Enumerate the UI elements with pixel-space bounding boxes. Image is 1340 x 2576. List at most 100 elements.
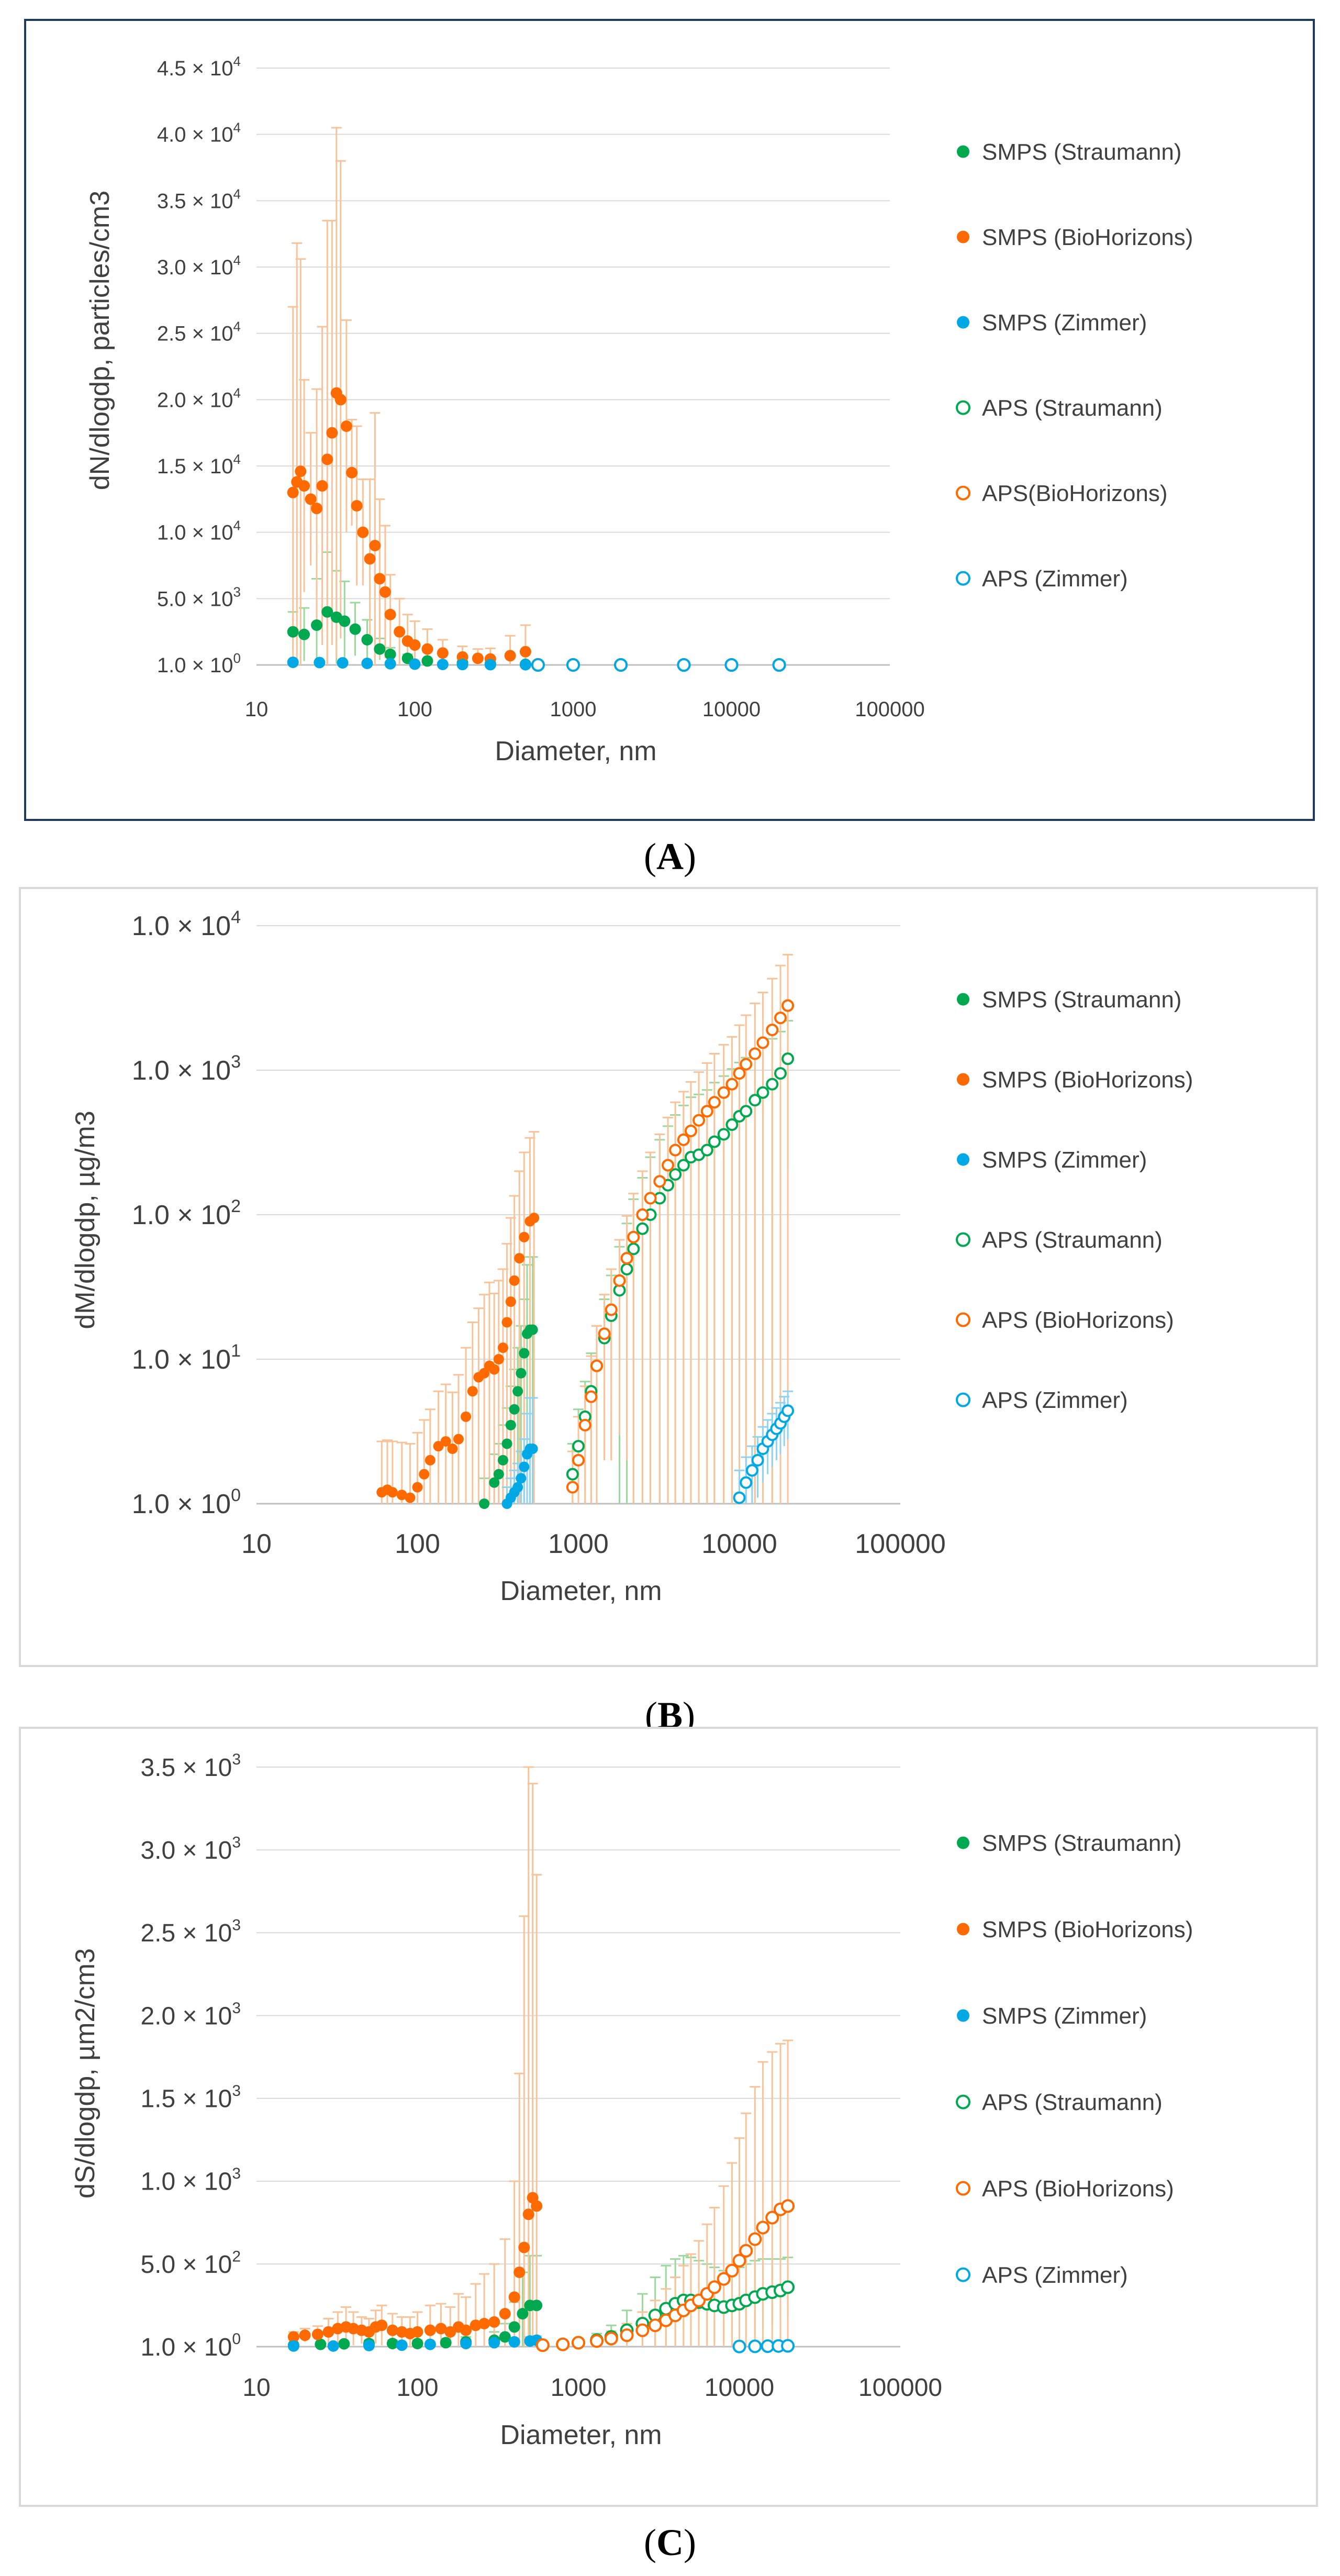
legend-marker: [956, 1392, 970, 1407]
legend-marker: [956, 571, 970, 586]
y-tick-exponent: 0: [232, 2330, 241, 2348]
data-point: [636, 1222, 649, 1235]
legend-label: APS (BioHorizons): [982, 2176, 1174, 2202]
data-point: [765, 2211, 779, 2225]
data-point: [725, 2263, 739, 2278]
legend-label: APS (Straumann): [982, 2090, 1163, 2115]
y-tick-mantissa: 5.0 × 10: [140, 2251, 232, 2279]
panel-b-legend: SMPS (Straumann) SMPS (BioHorizons) SMPS (…: [956, 987, 1193, 1413]
data-point: [411, 2337, 423, 2349]
data-point: [386, 2324, 398, 2336]
data-point: [662, 1159, 675, 1172]
y-tick-mantissa: 2.0 × 10: [157, 388, 233, 412]
x-tick-label: 10: [242, 2374, 270, 2402]
y-tick-exponent: 3: [232, 1917, 241, 1934]
data-point: [578, 1418, 591, 1431]
y-tick-exponent: 4: [233, 252, 241, 268]
legend-label: SMPS (BioHorizons): [982, 225, 1193, 250]
legend-label: SMPS (Straumann): [982, 1830, 1181, 1856]
data-point: [725, 1118, 739, 1131]
data-point: [337, 657, 349, 669]
y-tick-label: 1.0 × 101: [132, 1341, 241, 1375]
data-point: [531, 2300, 543, 2312]
data-point: [566, 658, 580, 672]
y-tick-label: 1.5 × 103: [140, 2082, 241, 2113]
data-point: [376, 2319, 388, 2331]
data-point: [514, 1253, 525, 1264]
data-point: [384, 658, 396, 670]
data-point: [774, 1012, 787, 1025]
legend-label: SMPS (BioHorizons): [982, 1067, 1193, 1093]
data-point: [620, 2328, 634, 2342]
data-point: [409, 639, 421, 651]
data-point: [497, 1342, 508, 1353]
x-tick-label: 10000: [702, 698, 761, 721]
data-point: [677, 1159, 690, 1172]
panel-c-y-axis-label: dS/dlogdp, µm2/cm3: [70, 1948, 100, 2199]
y-tick-exponent: 3: [233, 584, 241, 599]
y-tick-label: 1.5 × 104: [157, 451, 241, 478]
x-tick-label: 10: [241, 1529, 272, 1559]
data-point: [424, 2338, 436, 2350]
legend-marker: [956, 2181, 970, 2196]
y-tick-exponent: 0: [233, 650, 241, 666]
y-tick-exponent: 3: [232, 1834, 241, 1851]
data-point: [316, 480, 328, 492]
data-point: [433, 1441, 444, 1452]
y-tick-mantissa: 4.5 × 10: [157, 57, 233, 80]
data-point: [419, 1469, 430, 1480]
x-tick-label: 1000: [550, 698, 597, 721]
data-point: [287, 486, 299, 498]
data-point: [732, 2253, 746, 2268]
y-tick-exponent: 4: [233, 53, 241, 69]
y-tick-mantissa: 1.0 × 10: [140, 2168, 232, 2196]
data-point: [512, 1482, 523, 1493]
data-point: [519, 1348, 530, 1359]
data-point: [732, 2339, 746, 2353]
data-point: [421, 655, 433, 667]
y-tick-exponent: 1: [231, 1341, 241, 1361]
y-tick-mantissa: 3.5 × 10: [140, 1754, 232, 1782]
data-point: [322, 2326, 334, 2338]
data-point: [453, 1434, 464, 1445]
y-tick-label: 2.0 × 104: [157, 385, 241, 412]
y-tick-exponent: 3: [231, 1052, 241, 1072]
y-tick-label: 1.0 × 104: [132, 907, 241, 941]
data-point: [298, 480, 310, 492]
data-point: [493, 1469, 504, 1480]
y-tick-label: 1.0 × 103: [132, 1052, 241, 1086]
data-point: [421, 643, 433, 655]
data-point: [519, 1231, 530, 1242]
data-point: [305, 493, 317, 505]
x-tick-label: 100000: [855, 1529, 946, 1559]
y-tick-mantissa: 2.5 × 10: [140, 1919, 232, 1947]
data-point: [627, 1230, 640, 1243]
data-point: [321, 606, 333, 618]
data-point: [478, 2318, 490, 2330]
data-point: [488, 2316, 500, 2328]
legend-marker: [957, 1923, 969, 1936]
data-point: [717, 2272, 731, 2286]
data-point: [693, 1114, 706, 1127]
data-point: [287, 2331, 299, 2343]
data-point: [717, 1128, 730, 1141]
data-point: [409, 658, 421, 670]
data-point: [620, 1252, 633, 1265]
y-tick-exponent: 3: [232, 2165, 241, 2182]
data-point: [517, 2308, 529, 2320]
data-point: [384, 608, 396, 620]
data-point: [499, 2308, 511, 2320]
data-point: [529, 1213, 540, 1224]
data-point: [566, 1468, 579, 1481]
data-point: [311, 2328, 323, 2340]
data-point: [369, 540, 381, 552]
data-point: [598, 1327, 611, 1340]
data-point: [635, 2323, 650, 2337]
y-tick-exponent: 4: [231, 907, 241, 927]
data-point: [708, 1135, 721, 1148]
x-tick-label: 100: [395, 1529, 440, 1559]
